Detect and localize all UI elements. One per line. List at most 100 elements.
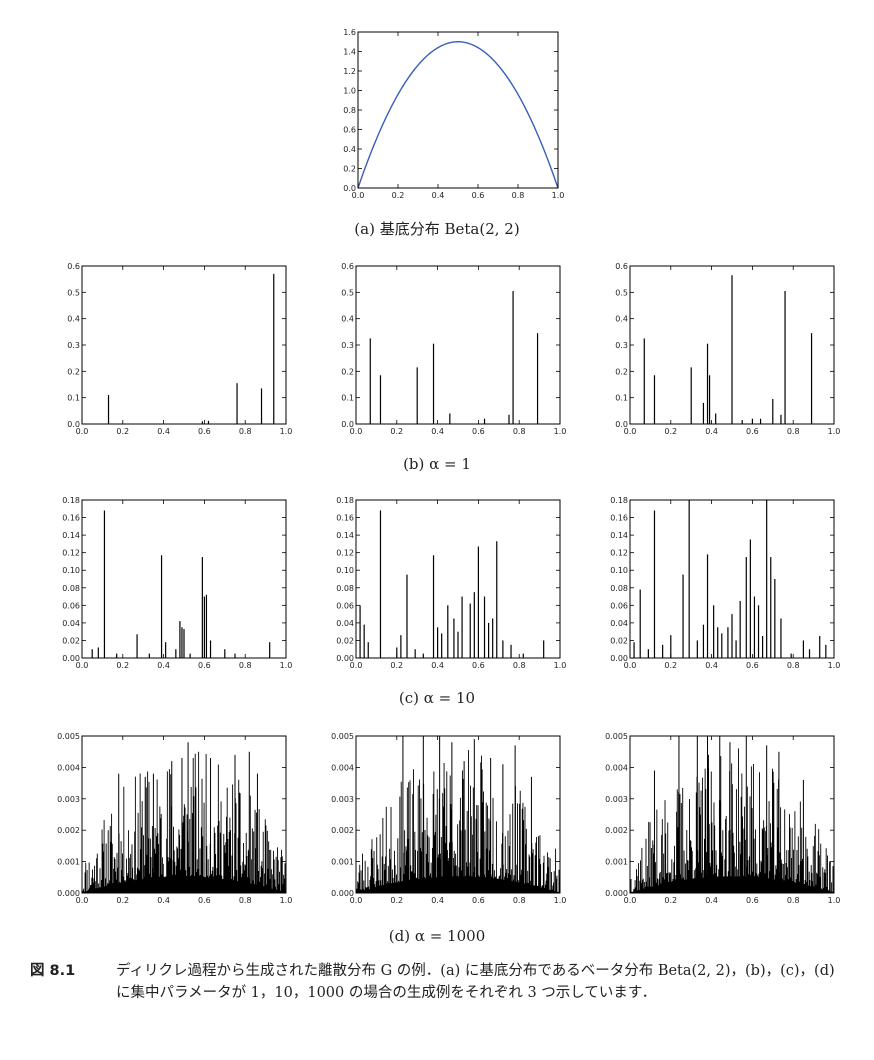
x-tick-label: 0.2 [664, 661, 677, 670]
x-tick-label: 0.0 [624, 896, 637, 905]
x-tick-label: 0.6 [746, 427, 759, 436]
x-tick-label: 0.2 [664, 896, 677, 905]
y-tick-label: 0.2 [343, 165, 356, 174]
y-tick-label: 0.08 [62, 584, 80, 593]
x-tick-label: 0.2 [116, 896, 129, 905]
y-tick-label: 0.0 [67, 420, 80, 429]
y-tick-label: 0.5 [67, 288, 80, 297]
chart-b1: 0.0 0.2 0.4 0.6 0.8 1.0 0.0 0.1 0.2 0.3 0.4 0.5 0.6 [67, 262, 292, 436]
x-tick-label: 0.0 [76, 427, 89, 436]
x-tick-label: 0.6 [198, 896, 211, 905]
x-tick-label: 1.0 [828, 661, 841, 670]
y-tick-label: 0.2 [615, 367, 628, 376]
subtitle-b: (b) α = 1 [403, 455, 471, 473]
y-tick-label: 0.4 [67, 315, 80, 324]
dense-mass [356, 879, 560, 893]
y-tick-label: 0.04 [62, 619, 80, 628]
y-tick-label: 0.005 [331, 732, 354, 741]
y-tick-label: 1.2 [343, 67, 356, 76]
y-tick-label: 0.2 [67, 367, 80, 376]
y-tick-label: 0.6 [343, 126, 356, 135]
y-tick-label: 0.0 [615, 420, 628, 429]
y-tick-label: 0.004 [331, 763, 354, 772]
x-tick-label: 0.8 [513, 661, 526, 670]
y-tick-label: 0.6 [615, 262, 628, 271]
x-tick-label: 0.4 [432, 191, 445, 200]
chart-b3: 0.0 0.2 0.4 0.6 0.8 1.0 0.0 0.1 0.2 0.3 0.4 0.5 0.6 [615, 262, 840, 436]
figure: 0.0 0.2 0.4 0.6 0.8 1.0 0.0 0.2 0.4 0.6 0.8 1.0 1.2 1… [57, 28, 840, 945]
x-tick-label: 0.4 [157, 896, 170, 905]
y-tick-label: 0.10 [336, 566, 354, 575]
x-tick-label: 1.0 [552, 191, 565, 200]
x-tick-label: 0.2 [664, 427, 677, 436]
x-tick-label: 1.0 [280, 427, 293, 436]
y-tick-label: 0.003 [331, 795, 354, 804]
x-tick-label: 0.4 [431, 661, 444, 670]
y-tick-label: 0.6 [67, 262, 80, 271]
x-tick-label: 1.0 [280, 896, 293, 905]
y-tick-label: 0.00 [62, 654, 80, 663]
subtitle-d: (d) α = 1000 [389, 927, 485, 945]
y-tick-label: 0.1 [341, 394, 354, 403]
x-tick-label: 0.8 [512, 191, 525, 200]
y-tick-label: 0.4 [341, 315, 354, 324]
caption-label: 図 8.1 [30, 963, 76, 979]
x-tick-label: 0.2 [116, 427, 129, 436]
y-tick-label: 0.6 [341, 262, 354, 271]
y-tick-label: 0.02 [610, 636, 628, 645]
plot-frame [81, 735, 287, 894]
x-tick-label: 0.6 [472, 661, 485, 670]
y-tick-label: 0.5 [615, 288, 628, 297]
chart-c3: 0.0 0.2 0.4 0.6 0.8 1.0 0.00 0.02 0.04 0.06 0.08 0.… [610, 496, 840, 670]
caption-text: ディリクレ過程から生成された離散分布 G の例．(a) に基底分布であるベータ分… [116, 963, 835, 1001]
x-tick-label: 0.8 [239, 661, 252, 670]
y-tick-label: 0.18 [62, 496, 80, 505]
plot-frame [357, 31, 559, 189]
y-tick-label: 0.1 [615, 394, 628, 403]
y-tick-label: 0.18 [610, 496, 628, 505]
y-tick-label: 0.8 [343, 106, 356, 115]
y-tick-label: 0.12 [610, 549, 628, 558]
y-tick-label: 0.14 [610, 531, 628, 540]
x-tick-label: 0.6 [746, 896, 759, 905]
y-tick-label: 0.004 [57, 763, 80, 772]
y-tick-label: 0.4 [615, 315, 628, 324]
x-tick-label: 0.0 [352, 191, 365, 200]
plot-frame [629, 735, 835, 894]
x-tick-label: 0.4 [431, 896, 444, 905]
y-tick-label: 0.000 [331, 889, 354, 898]
y-tick-label: 0.16 [610, 514, 628, 523]
y-tick-label: 0.06 [336, 601, 354, 610]
y-tick-label: 0.08 [336, 584, 354, 593]
x-tick-label: 0.2 [390, 661, 403, 670]
y-tick-label: 0.001 [605, 858, 628, 867]
x-tick-label: 0.0 [624, 661, 637, 670]
y-tick-label: 0.004 [605, 763, 628, 772]
y-tick-label: 0.00 [610, 654, 628, 663]
x-tick-label: 0.6 [198, 427, 211, 436]
y-tick-label: 0.04 [336, 619, 354, 628]
x-tick-label: 0.8 [787, 427, 800, 436]
chart-d2: 0.0 0.2 0.4 0.6 0.8 1.0 0.000 0.001 0.002 0.003 0.… [331, 732, 566, 905]
x-tick-label: 0.8 [787, 896, 800, 905]
x-tick-label: 0.0 [76, 896, 89, 905]
x-tick-label: 0.8 [513, 427, 526, 436]
plot-frame [81, 499, 287, 659]
dense-bars [81, 751, 287, 893]
y-tick-label: 0.2 [341, 367, 354, 376]
x-tick-label: 0.4 [705, 896, 718, 905]
y-tick-label: 0.16 [62, 514, 80, 523]
x-tick-label: 1.0 [828, 427, 841, 436]
chart-d1: 0.0 0.2 0.4 0.6 0.8 1.0 0.000 0.001 0.002 0.003 0.… [57, 732, 292, 905]
chart-c2: 0.0 0.2 0.4 0.6 0.8 1.0 0.00 0.02 0.04 0.06 0.08 0.… [336, 496, 566, 670]
y-tick-label: 0.02 [336, 636, 354, 645]
x-tick-label: 0.6 [198, 661, 211, 670]
y-tick-label: 0.08 [610, 584, 628, 593]
figure-caption: 図 8.1 ディリクレ過程から生成された離散分布 G の例．(a) に基底分布で… [30, 960, 850, 1004]
y-tick-label: 0.06 [62, 601, 80, 610]
y-tick-label: 0.003 [57, 795, 80, 804]
subtitle-a: (a) 基底分布 Beta(2, 2) [354, 220, 519, 238]
x-tick-label: 0.4 [157, 661, 170, 670]
x-tick-label: 0.2 [390, 427, 403, 436]
x-tick-label: 0.4 [431, 427, 444, 436]
